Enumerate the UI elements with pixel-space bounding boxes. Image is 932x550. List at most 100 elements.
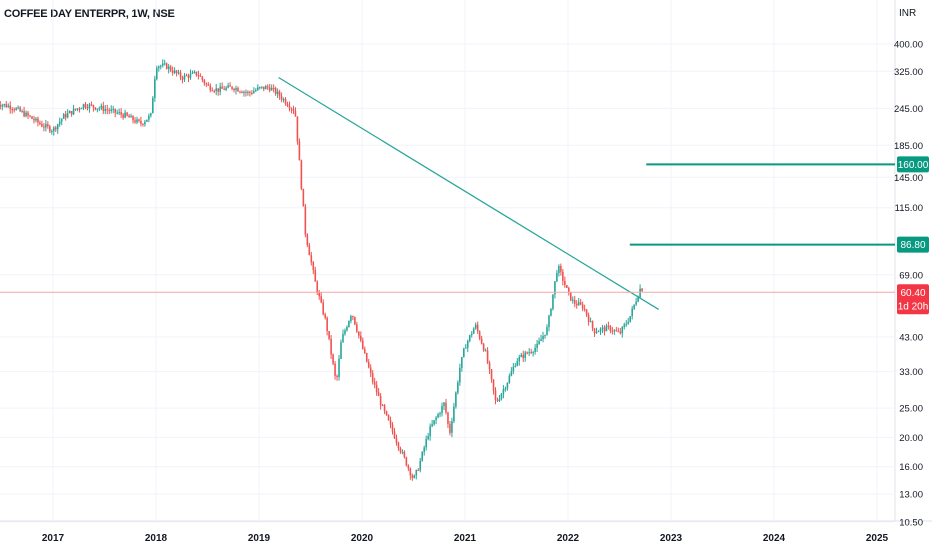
candle-body: [314, 270, 317, 282]
candle-body: [373, 381, 376, 385]
candle-body: [251, 92, 253, 94]
price-axis[interactable]: 400.00 325.00 245.00 185.00 145.00 115.00 69.0…: [894, 40, 923, 529]
chart-title: COFFEE DAY ENTERPR, 1W, NSE: [4, 8, 175, 20]
candle-body: [562, 271, 564, 281]
candle-body: [443, 402, 445, 407]
candle-body: [453, 406, 455, 422]
candle-body: [98, 108, 101, 110]
candle-body: [213, 90, 216, 92]
candle-body: [387, 414, 390, 421]
candle-body: [439, 413, 441, 415]
candle-body: [550, 308, 552, 316]
candle-body: [532, 351, 534, 353]
candle-body: [266, 86, 269, 88]
candle-body: [296, 116, 299, 142]
time-tick-label: 2019: [248, 533, 271, 544]
time-tick-label: 2018: [145, 533, 168, 544]
candle-body: [429, 426, 431, 437]
candle-body: [118, 112, 120, 114]
candle-body: [383, 405, 386, 412]
candle-body: [155, 68, 158, 80]
candle-body: [641, 288, 643, 292]
candle-body: [575, 303, 578, 306]
candle-body: [54, 127, 57, 130]
candle-body: [522, 354, 525, 359]
candle-body: [278, 91, 281, 97]
candle-body: [39, 122, 41, 125]
candle-body: [494, 390, 497, 400]
candle-body: [183, 75, 186, 80]
candle-body: [510, 371, 513, 376]
price-tick-label: 20.00: [899, 433, 923, 444]
candle-body: [601, 327, 604, 329]
candle-body: [542, 336, 544, 340]
candle-body: [86, 107, 89, 109]
candle-body: [82, 104, 85, 109]
candle-body: [502, 389, 505, 394]
grid: [0, 0, 895, 523]
candle-body: [548, 315, 550, 328]
candle-body: [144, 121, 146, 125]
candle-body: [427, 436, 429, 440]
candle-body: [579, 302, 582, 305]
candle-body: [413, 475, 416, 478]
price-tick-label: 43.00: [899, 332, 923, 343]
candle-body: [597, 331, 600, 333]
candle-body: [506, 382, 509, 389]
level-price-tag-label: 86.80: [900, 240, 925, 251]
candle-body: [175, 70, 178, 74]
candle-body: [23, 111, 25, 117]
candle-body: [235, 88, 237, 91]
candle-body: [330, 338, 332, 355]
candle-body: [320, 296, 322, 303]
candle-body: [457, 382, 459, 393]
candle-body: [536, 343, 538, 348]
time-axis[interactable]: 2017 2018 2019 2020 2021 2022 2023 2024 2025: [42, 533, 889, 544]
candle-body: [635, 301, 637, 305]
level-price-tag: [897, 156, 929, 173]
candle-body: [603, 327, 606, 332]
candle-body: [233, 88, 235, 91]
candle-body: [247, 91, 249, 93]
candle-body: [611, 330, 614, 332]
candle-body: [201, 76, 204, 80]
candle-body: [352, 316, 354, 318]
candle-body: [609, 326, 612, 331]
candle-body: [241, 91, 243, 93]
candle-body: [31, 116, 33, 119]
candle-body: [45, 124, 47, 128]
candle-body: [66, 113, 69, 118]
candle-body: [221, 86, 223, 89]
candle-body: [37, 118, 39, 123]
candle-body: [354, 316, 356, 325]
candle-body: [58, 121, 61, 125]
candle-body: [80, 108, 83, 110]
candle-body: [371, 373, 374, 382]
candle-body: [298, 141, 301, 161]
time-tick-label: 2023: [660, 533, 683, 544]
candle-body: [219, 86, 221, 92]
candle-body: [363, 348, 366, 354]
candle-body: [629, 316, 631, 322]
candle-body: [116, 112, 118, 114]
time-tick-label: 2020: [351, 533, 374, 544]
candle-body: [407, 465, 410, 469]
candle-body: [385, 411, 388, 415]
candle-body: [595, 331, 598, 334]
candle-body: [161, 63, 164, 66]
candle-body: [425, 439, 427, 448]
candle-body: [508, 375, 511, 383]
candle-body: [92, 104, 95, 108]
candle-body: [173, 70, 176, 73]
candle-body: [140, 120, 142, 124]
candle-body: [623, 324, 626, 327]
candle-body: [593, 328, 596, 334]
candle-body: [564, 280, 566, 286]
candle-body: [346, 326, 348, 331]
candle-body: [369, 367, 372, 374]
candle-body: [504, 388, 507, 390]
candle-body: [90, 104, 93, 106]
candle-body: [229, 85, 231, 87]
candle-body: [587, 315, 590, 322]
